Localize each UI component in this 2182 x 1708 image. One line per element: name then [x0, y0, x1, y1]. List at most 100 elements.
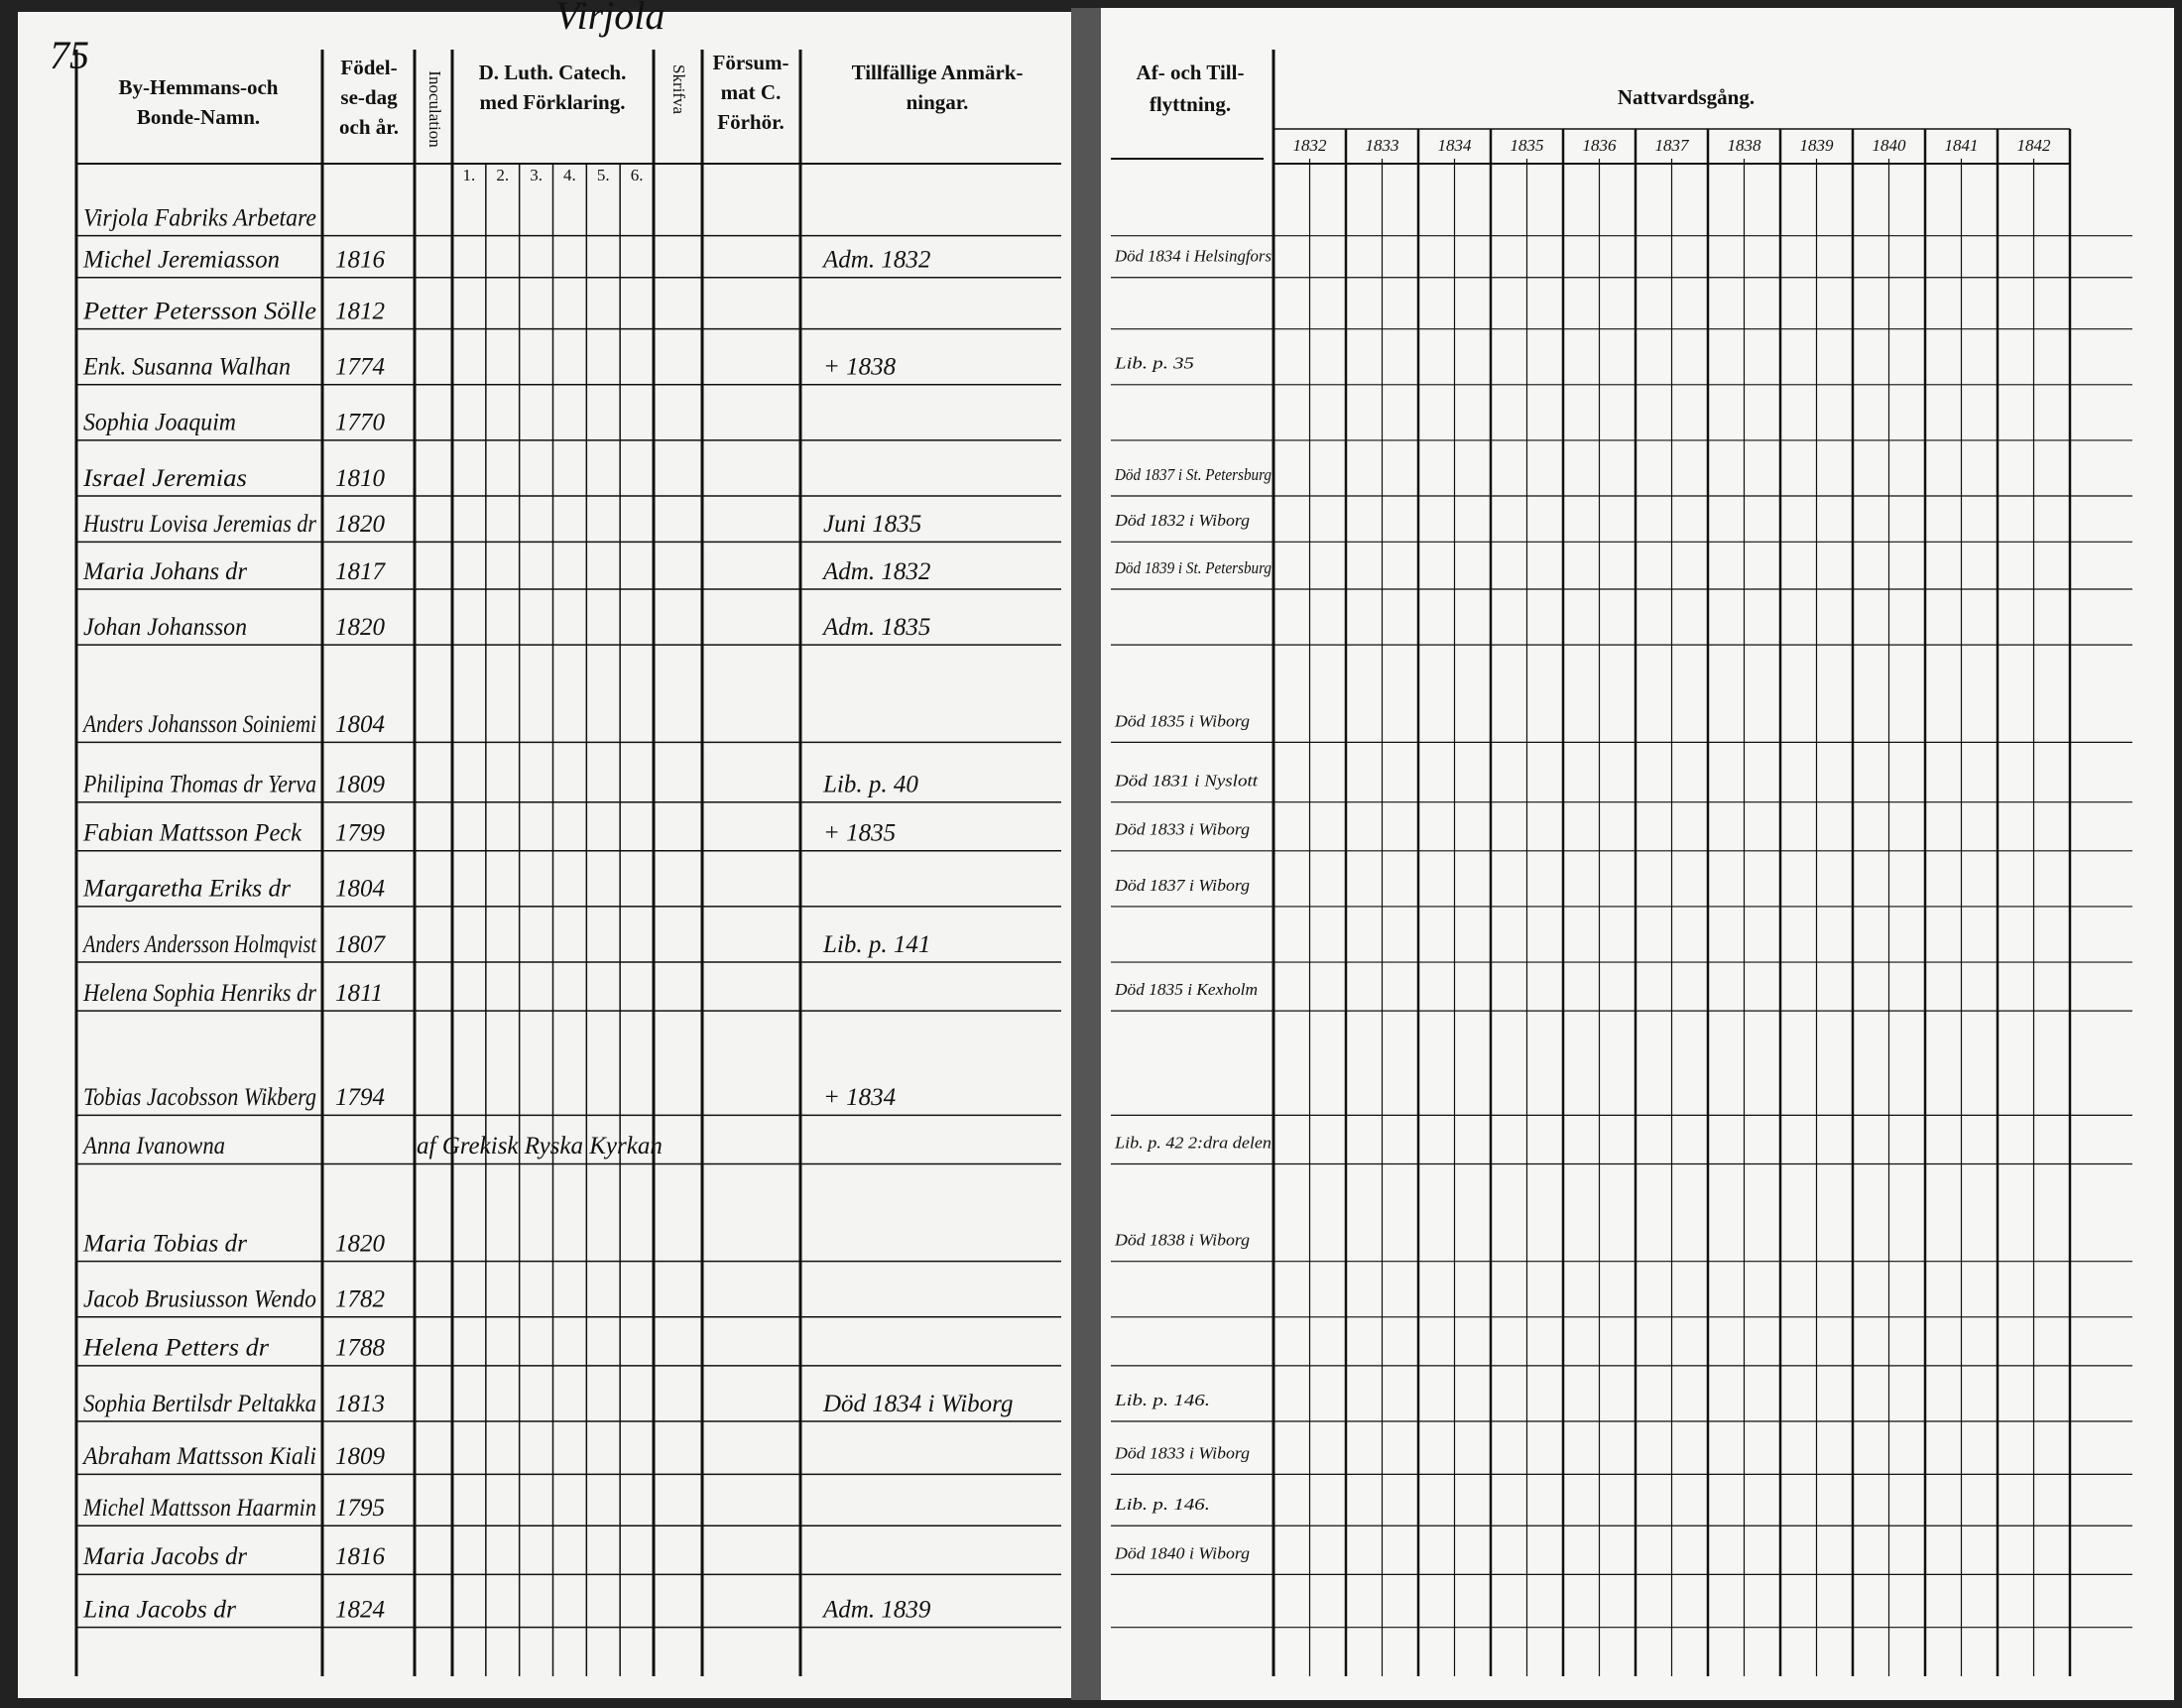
entry-move: Död 1838 i Wiborg — [1114, 1231, 1250, 1250]
year-header: 1839 — [1800, 136, 1835, 155]
gutter — [1071, 8, 1101, 1700]
entry-name: Sophia Bertilsdr Peltakka — [83, 1391, 316, 1417]
entry-birth: 1820 — [335, 1230, 386, 1257]
entry-name: Virjola Fabriks Arbetare — [83, 204, 316, 231]
column-header: By-Hemmans-och — [119, 75, 279, 99]
entry-move: Lib. p. 146. — [1114, 1495, 1210, 1514]
entry-name: Jacob Brusiusson Wendo — [83, 1286, 316, 1313]
entry-name: Israel Jeremias — [82, 465, 247, 492]
entry-move: Lib. p. 146. — [1114, 1391, 1210, 1409]
entry-remark: + 1838 — [823, 354, 897, 381]
entry-move: Död 1837 i St. Petersburg — [1114, 465, 1272, 484]
entry-remark: + 1835 — [823, 820, 896, 847]
entry-birth: 1807 — [335, 931, 387, 958]
column-header: mat C. — [721, 80, 782, 104]
catechism-part: 1. — [463, 166, 476, 184]
entry-move: Lib. p. 42 2:dra delen — [1114, 1133, 1272, 1152]
entry-name: Lina Jacobs dr — [82, 1596, 236, 1623]
entry-remark: + 1834 — [823, 1084, 896, 1111]
entry-name: Johan Johansson — [83, 614, 247, 641]
column-header: se-dag — [340, 85, 398, 109]
entry-name: Hustru Lovisa Jeremias dr — [82, 511, 316, 538]
year-header: 1832 — [1293, 136, 1328, 155]
entry-birth: 1817 — [335, 558, 387, 585]
entry-name: Margaretha Eriks dr — [82, 876, 291, 903]
entry-move: Död 1833 i Wiborg — [1114, 820, 1250, 839]
entry-name: Maria Jacobs dr — [82, 1543, 247, 1570]
entry-birth: 1820 — [335, 511, 386, 538]
column-header: och år. — [339, 115, 399, 139]
entry-name: Maria Tobias dr — [82, 1230, 247, 1257]
year-header: 1833 — [1366, 136, 1399, 155]
column-header: med Förklaring. — [480, 90, 626, 114]
entry-move: Död 1840 i Wiborg — [1114, 1543, 1250, 1562]
entry-name: Anders Johansson Soiniemi — [81, 711, 316, 738]
entry-remark: Död 1834 i Wiborg — [822, 1391, 1013, 1417]
entry-move: Död 1835 i Kexholm — [1114, 980, 1258, 999]
entry-move: Död 1835 i Wiborg — [1114, 711, 1250, 730]
village-title: Virjola — [555, 0, 665, 38]
entry-birth: 1816 — [335, 1543, 386, 1570]
year-header: 1835 — [1511, 136, 1544, 155]
entry-name: Helena Petters dr — [82, 1335, 269, 1362]
column-header: Födel- — [340, 56, 397, 79]
entry-move: Död 1837 i Wiborg — [1114, 876, 1250, 895]
entry-birth: 1809 — [335, 1443, 386, 1470]
year-header: 1841 — [1945, 136, 1979, 155]
entry-move: Död 1833 i Wiborg — [1114, 1443, 1250, 1462]
entry-move: Död 1839 i St. Petersburg — [1114, 558, 1272, 577]
catechism-part: 3. — [530, 166, 543, 184]
entry-name: Enk. Susanna Walhan — [82, 354, 291, 381]
column-header: Tillfällige Anmärk- — [852, 61, 1024, 84]
entry-name: Petter Petersson Sölle — [82, 298, 316, 324]
entry-remark: Lib. p. 141 — [822, 931, 930, 958]
entry-birth: 1804 — [335, 711, 385, 738]
entry-birth: 1816 — [335, 246, 386, 273]
column-header: Skrifva — [669, 64, 688, 115]
entry-birth: 1774 — [335, 354, 385, 381]
entry-move: Död 1831 i Nyslott — [1114, 772, 1260, 791]
entry-birth: 1824 — [335, 1596, 385, 1623]
entry-remark: Adm. 1839 — [821, 1596, 931, 1623]
year-header: 1837 — [1655, 136, 1691, 155]
entry-name: Michel Jeremiasson — [82, 246, 280, 273]
left-page — [18, 12, 1079, 1698]
entry-birth: 1810 — [335, 465, 386, 492]
column-header: ningar. — [907, 90, 969, 114]
entry-name: Michel Mattsson Haarmin — [82, 1495, 316, 1522]
year-header: 1842 — [2017, 136, 2052, 155]
entry-birth: 1799 — [335, 820, 386, 847]
entry-birth: 1813 — [335, 1391, 385, 1417]
entry-birth: 1782 — [335, 1286, 385, 1313]
entry-move: Lib. p. 35 — [1114, 354, 1194, 373]
entry-birth: 1770 — [335, 410, 386, 436]
entry-note: af Grekisk Ryska Kyrkan — [417, 1133, 663, 1159]
entry-name: Anders Andersson Holmqvist — [81, 931, 316, 958]
entry-birth: 1794 — [335, 1084, 385, 1111]
entry-name: Maria Johans dr — [82, 558, 247, 585]
year-header: 1836 — [1583, 136, 1618, 155]
catechism-part: 4. — [563, 166, 576, 184]
catechism-part: 5. — [597, 166, 610, 184]
column-header: Inoculation — [425, 70, 444, 148]
entry-birth: 1820 — [335, 614, 386, 641]
column-header: D. Luth. Catech. — [479, 61, 627, 84]
entry-remark: Lib. p. 40 — [822, 771, 918, 797]
column-header: Bonde-Namn. — [137, 105, 260, 129]
entry-remark: Adm. 1835 — [821, 614, 930, 641]
entry-name: Tobias Jacobsson Wikberg — [83, 1084, 316, 1111]
year-header: 1840 — [1873, 136, 1907, 155]
entry-birth: 1804 — [335, 876, 385, 903]
entry-name: Helena Sophia Henriks dr — [82, 980, 316, 1007]
entry-name: Philipina Thomas dr Yerva — [82, 771, 316, 797]
entry-birth: 1811 — [335, 980, 383, 1007]
year-header: 1838 — [1728, 136, 1762, 155]
column-header: Af- och Till- — [1137, 61, 1245, 84]
entry-name: Fabian Mattsson Peck — [82, 820, 303, 847]
entry-name: Sophia Joaquim — [83, 410, 236, 436]
entry-birth: 1788 — [335, 1335, 386, 1362]
year-header: 1834 — [1438, 136, 1473, 155]
entry-name: Anna Ivanowna — [81, 1133, 225, 1159]
